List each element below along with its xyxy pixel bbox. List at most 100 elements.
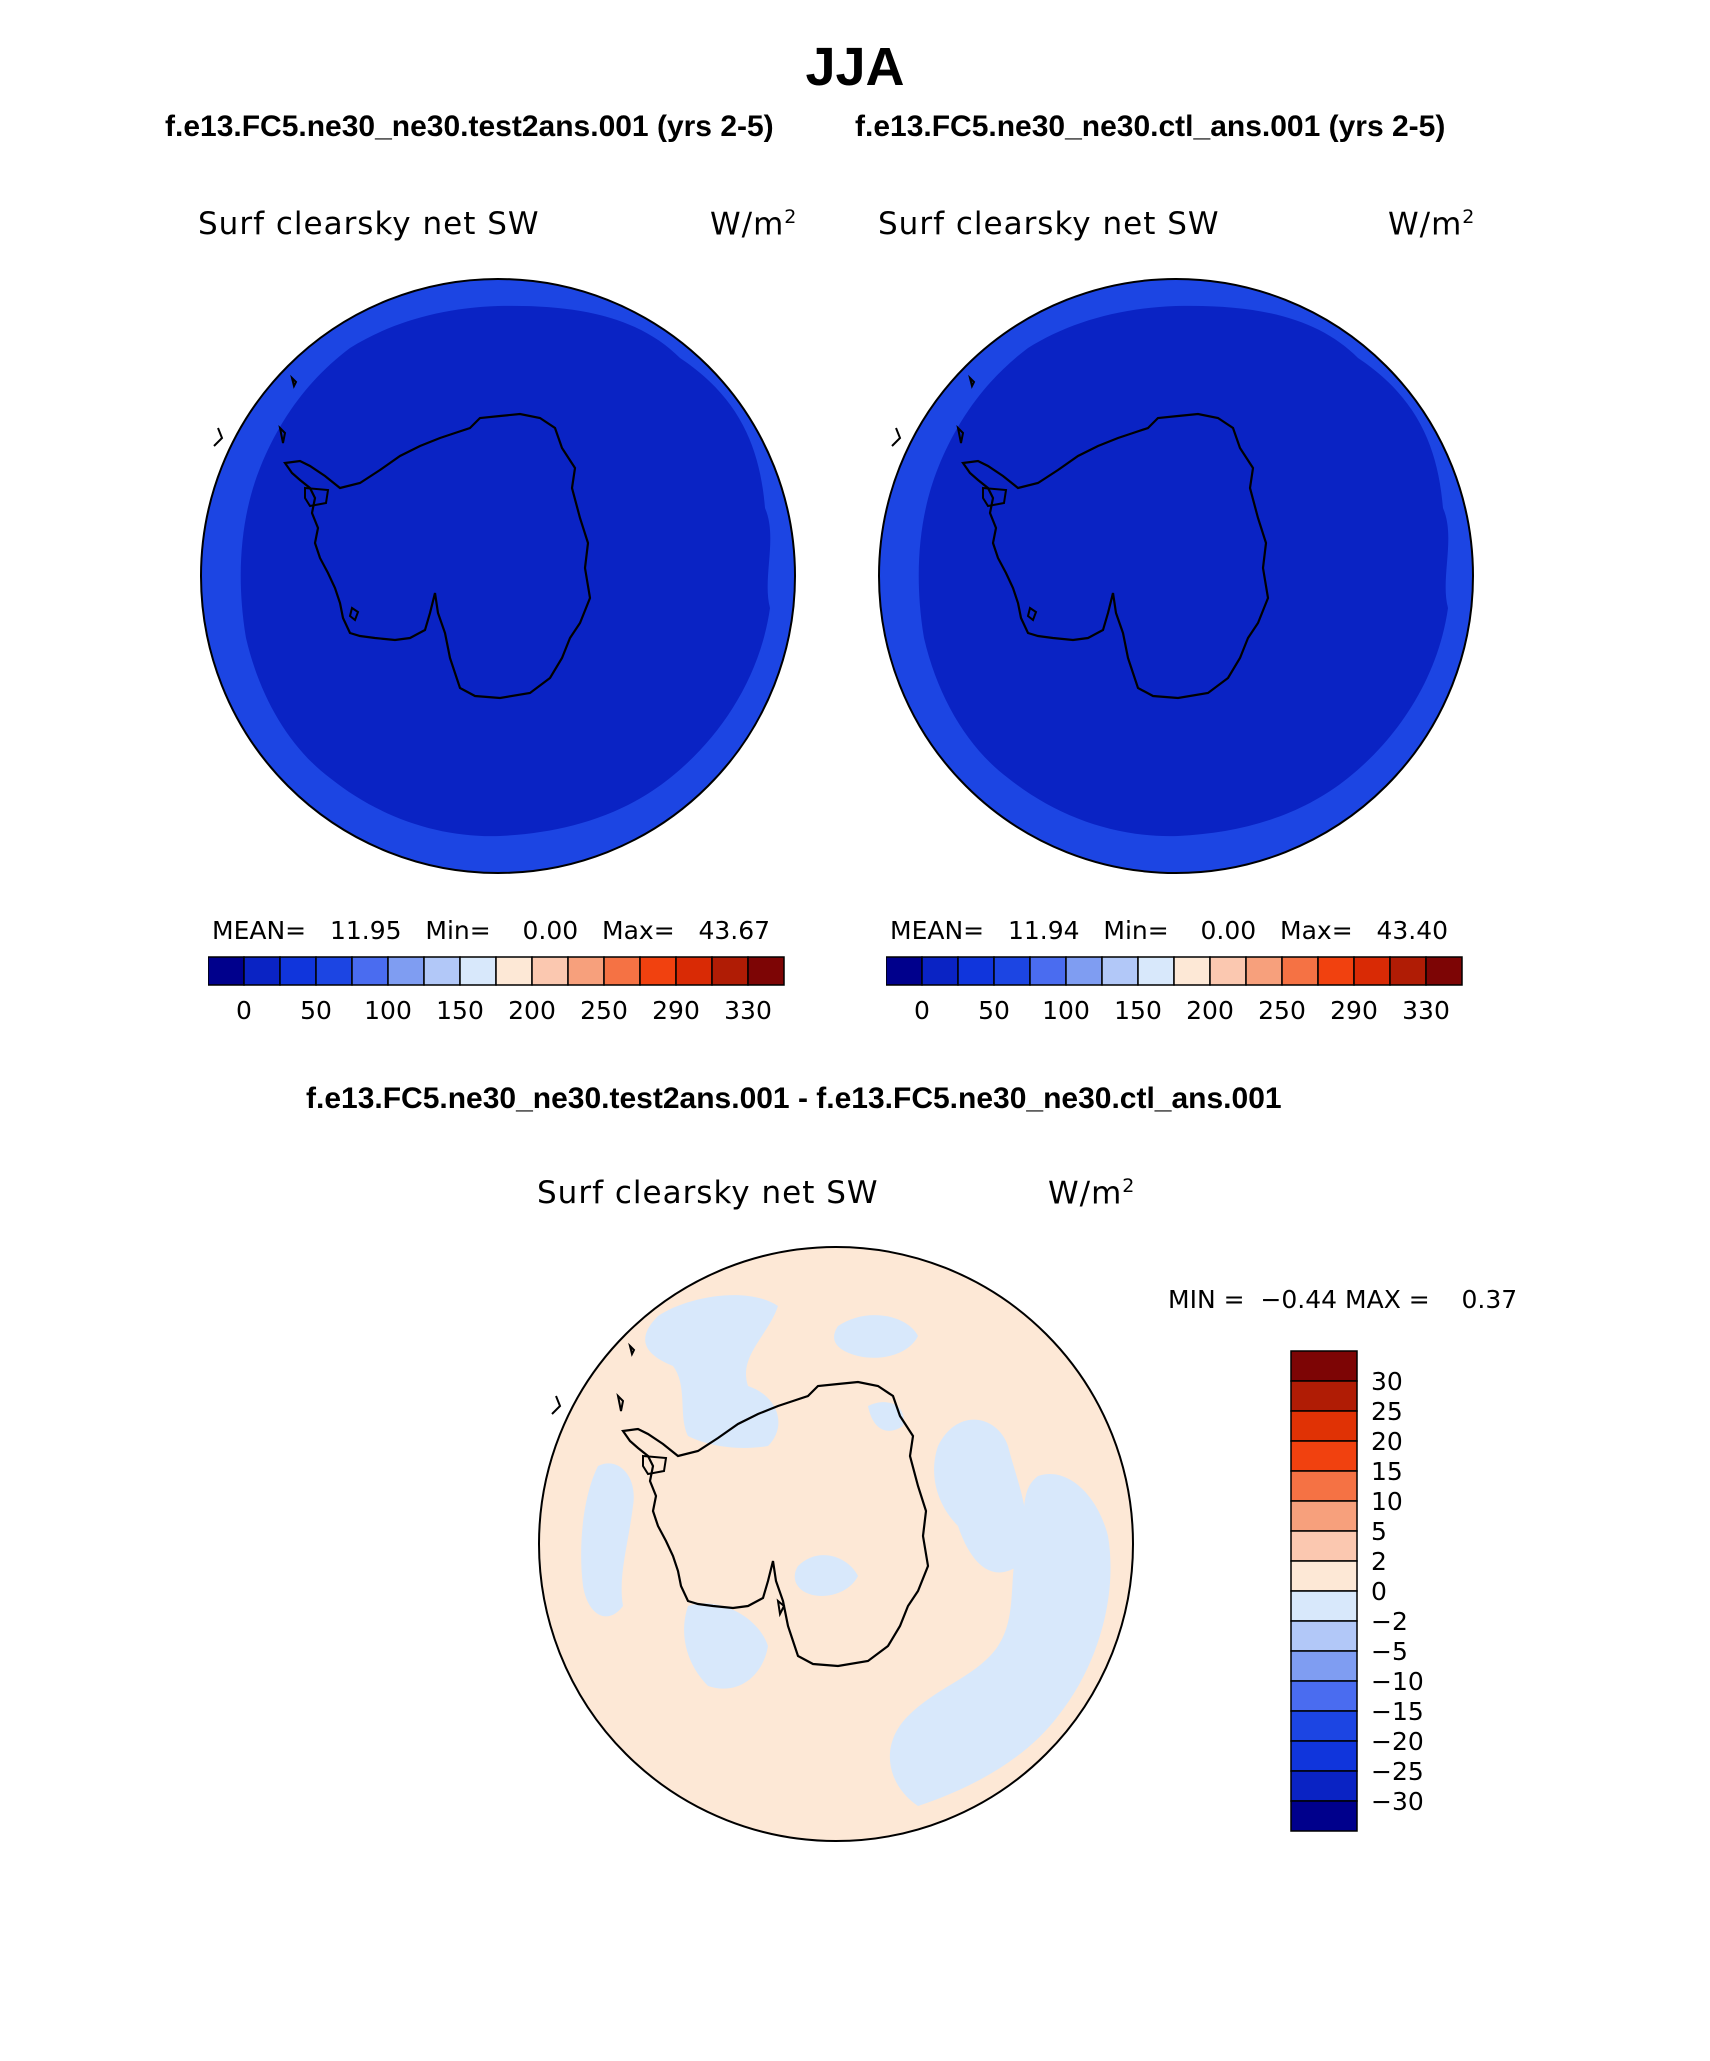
panel-1-colorbar-tick-label: 150 [436,996,484,1025]
difference-colorbar-tick-label: 25 [1371,1397,1403,1426]
panel-2-colorbar-swatch [1389,956,1427,986]
panel-2-colorbar-tick-label: 250 [1258,996,1306,1025]
panel-2-colorbar-tick-label: 290 [1330,996,1378,1025]
panel-1-colorbar-tick-label: 100 [364,996,412,1025]
panel-1-island-2 [290,374,298,389]
panel-1-colorbar-swatch [639,956,677,986]
difference-colorbar-tick-label: −5 [1371,1637,1408,1666]
difference-colorbar-tick-label: 2 [1371,1547,1387,1576]
panel-2-case-title: f.e13.FC5.ne30_ne30.ctl_ans.001 (yrs 2-5… [855,110,1446,143]
panel-1-colorbar: 0 50 100 150 200 250 290 330 [208,956,785,1025]
panel-2-colorbar-swatch [993,956,1031,986]
panel-2-peninsula-island [982,486,1008,508]
panel-1-colorbar-swatch [531,956,569,986]
panel-1-stats: MEAN= 11.95 Min= 0.00 Max= 43.67 [212,916,771,945]
panel-1-island-1 [278,424,287,444]
panel-2-colorbar-swatch [1137,956,1175,986]
panel-1-colorbar-swatch [675,956,713,986]
difference-peninsula-island [642,1454,668,1476]
panel-2-colorbar-swatch [957,956,995,986]
panel-2-colorbar: 0 50 100 150 200 250 290 330 [886,956,1463,1025]
difference-antarctica-coastline [621,1380,930,1668]
difference-colorbar-tick-label: −25 [1371,1757,1424,1786]
panel-1-colorbar-swatch [243,956,281,986]
difference-colorbar-tick-label: 5 [1371,1517,1387,1546]
panel-2-colorbar-swatch [1281,956,1319,986]
panel-1-colorbar-swatch [603,956,641,986]
difference-colorbar-tick-label: −15 [1371,1697,1424,1726]
panel-1-units: W/m2 [710,206,798,243]
panel-1-colorbar-swatch [567,956,605,986]
difference-colorbar-swatch [1290,1560,1358,1592]
panel-1-colorbar-swatch [351,956,389,986]
panel-2-stats: MEAN= 11.94 Min= 0.00 Max= 43.40 [890,916,1449,945]
difference-colorbar-swatch [1290,1650,1358,1682]
panel-2-colorbar-swatch [1065,956,1103,986]
difference-edge-island [551,1395,562,1415]
panel-1-colorbar-swatch [495,956,533,986]
panel-1-colorbar-swatch [459,956,497,986]
panel-2-colorbar-swatch [886,956,923,986]
difference-colorbar-swatch [1290,1380,1358,1412]
panel-2-colorbar-tick-label: 0 [914,996,930,1025]
difference-island-3 [776,1598,786,1618]
difference-island-1 [616,1392,625,1412]
panel-1-colorbar-swatch [208,956,245,986]
panel-1-colorbar-tick-label: 50 [300,996,332,1025]
panel-2-edge-island [891,427,902,447]
panel-2-colorbar-tick-label: 100 [1042,996,1090,1025]
difference-case-title: f.e13.FC5.ne30_ne30.test2ans.001 - f.e13… [306,1082,1282,1115]
difference-min-max: MIN = −0.44 MAX = 0.37 [1168,1285,1518,1314]
difference-colorbar-tick-label: 30 [1371,1367,1403,1396]
difference-colorbar-swatch [1290,1530,1358,1562]
panel-1-colorbar-swatch [315,956,353,986]
panel-2-colorbar-swatch [1173,956,1211,986]
panel-1-colorbar-swatch [423,956,461,986]
difference-colorbar-swatch [1290,1500,1358,1532]
panel-1-colorbar-tick-label: 250 [580,996,628,1025]
panel-2-colorbar-swatch [1209,956,1247,986]
difference-colorbar-swatch [1290,1770,1358,1802]
panel-2-colorbar-swatch [1029,956,1067,986]
panel-1-colorbar-swatch [387,956,425,986]
panel-1-case-title: f.e13.FC5.ne30_ne30.test2ans.001 (yrs 2-… [165,110,774,143]
panel-1-variable-label: Surf clearsky net SW [198,206,540,242]
difference-variable-label: Surf clearsky net SW [537,1175,879,1211]
difference-colorbar-swatch [1290,1740,1358,1772]
panel-2-colorbar-tick-label: 200 [1186,996,1234,1025]
panel-2-antarctica-coastline [961,412,1270,700]
difference-colorbar-swatch [1290,1470,1358,1502]
panel-1-colorbar-swatch [747,956,785,986]
difference-colorbar-swatch [1290,1440,1358,1472]
panel-2-polar-map [878,278,1474,874]
page-title: JJA [805,37,905,97]
difference-colorbar-tick-label: 20 [1371,1427,1403,1456]
difference-units: W/m2 [1048,1175,1136,1212]
panel-2-colorbar-swatch [1353,956,1391,986]
difference-colorbar-swatch [1290,1710,1358,1742]
difference-negative-regions [581,1295,1111,1806]
difference-colorbar-tick-label: −2 [1371,1607,1408,1636]
difference-polar-map [538,1246,1134,1842]
panel-2-colorbar-swatch [1317,956,1355,986]
panel-1-colorbar-tick-label: 200 [508,996,556,1025]
panel-2-colorbar-tick-label: 150 [1114,996,1162,1025]
difference-colorbar-tick-label: 0 [1371,1577,1387,1606]
difference-colorbar-swatch [1290,1350,1358,1382]
panel-1-edge-island [213,427,224,447]
difference-colorbar-tick-label: −10 [1371,1667,1424,1696]
panel-2-colorbar-tick-label: 50 [978,996,1010,1025]
panel-2-colorbar-swatch [1101,956,1139,986]
panel-1-ocean-inner [240,305,771,837]
difference-colorbar-tick-label: 10 [1371,1487,1403,1516]
panel-1-colorbar-swatch [279,956,317,986]
panel-1-peninsula-island [304,486,330,508]
difference-colorbar-tick-label: −20 [1371,1727,1424,1756]
difference-colorbar-swatch [1290,1590,1358,1622]
difference-colorbar-swatch [1290,1620,1358,1652]
panel-2-island-1 [956,424,965,444]
difference-colorbar-swatch [1290,1410,1358,1442]
panel-1-colorbar-tick-label: 330 [724,996,772,1025]
panel-1-island-3 [348,606,360,622]
